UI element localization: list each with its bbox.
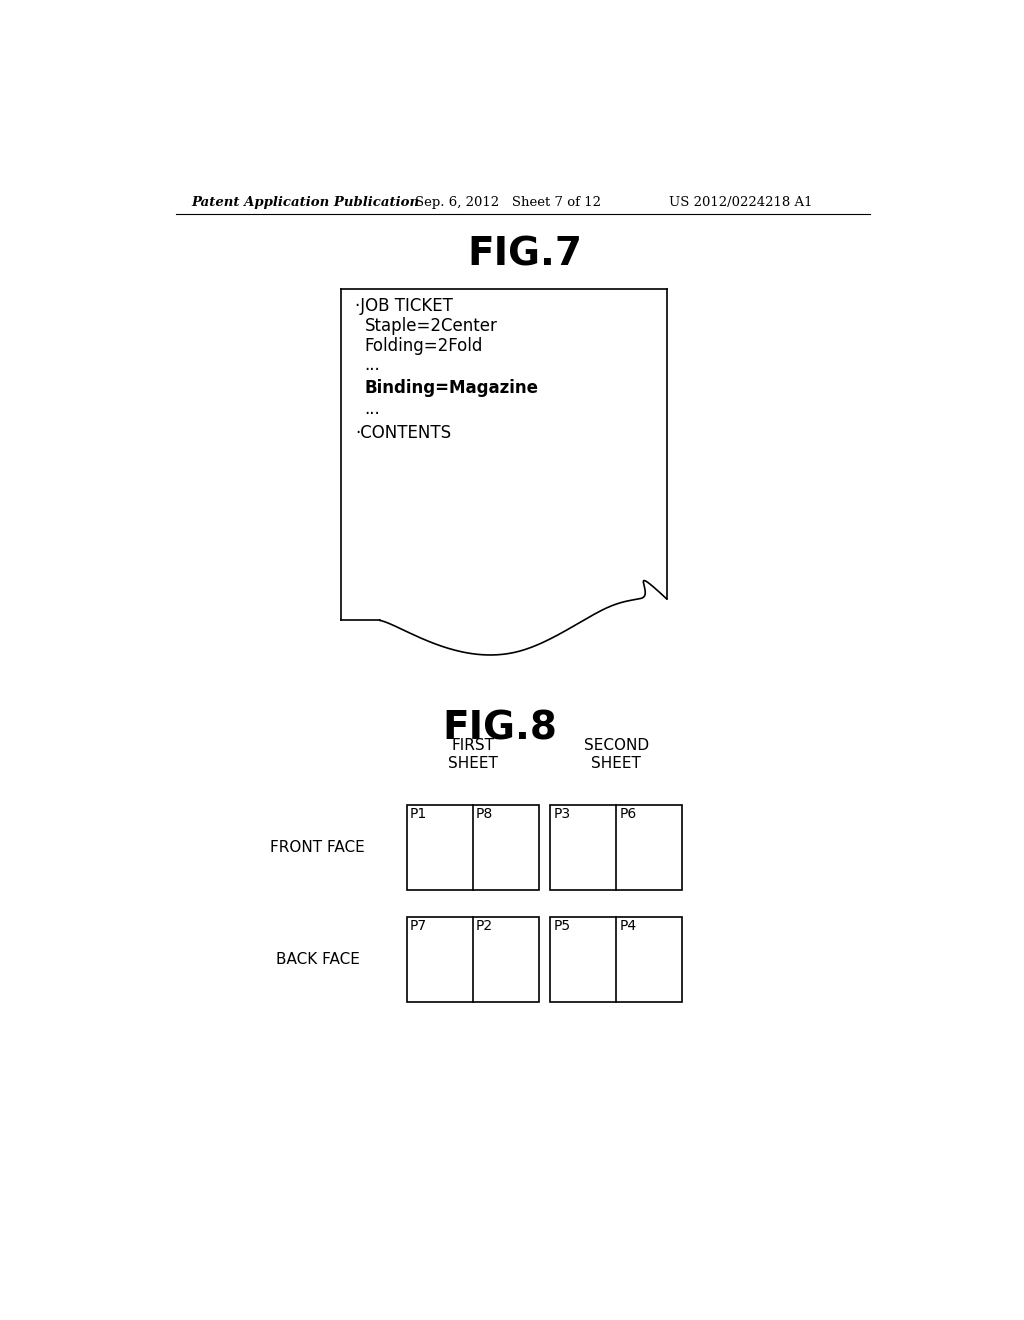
Text: P6: P6: [620, 808, 637, 821]
Text: FRONT FACE: FRONT FACE: [270, 840, 366, 855]
Text: ·CONTENTS: ·CONTENTS: [355, 424, 452, 441]
Text: P4: P4: [620, 919, 637, 933]
Text: SECOND
SHEET: SECOND SHEET: [584, 738, 649, 771]
Text: P5: P5: [554, 919, 570, 933]
Bar: [407, 917, 539, 1002]
Text: FIG.7: FIG.7: [467, 236, 583, 273]
Text: BACK FACE: BACK FACE: [275, 952, 359, 966]
Text: Patent Application Publication: Patent Application Publication: [191, 195, 420, 209]
Text: ...: ...: [365, 356, 380, 374]
Text: P1: P1: [410, 808, 427, 821]
Text: US 2012/0224218 A1: US 2012/0224218 A1: [669, 195, 812, 209]
Bar: [407, 805, 539, 890]
Text: P8: P8: [476, 808, 494, 821]
Bar: [550, 805, 682, 890]
Text: ...: ...: [365, 400, 380, 418]
Text: Sep. 6, 2012   Sheet 7 of 12: Sep. 6, 2012 Sheet 7 of 12: [415, 195, 601, 209]
Text: FIRST
SHEET: FIRST SHEET: [447, 738, 498, 771]
Text: P3: P3: [554, 808, 570, 821]
Bar: [550, 917, 682, 1002]
Text: P7: P7: [410, 919, 427, 933]
Text: P2: P2: [476, 919, 494, 933]
Text: ·JOB TICKET: ·JOB TICKET: [355, 297, 453, 315]
Text: Staple=2Center: Staple=2Center: [365, 317, 498, 335]
Text: FIG.8: FIG.8: [442, 709, 557, 747]
Text: Folding=2Fold: Folding=2Fold: [365, 338, 482, 355]
Text: Binding=Magazine: Binding=Magazine: [365, 379, 539, 397]
